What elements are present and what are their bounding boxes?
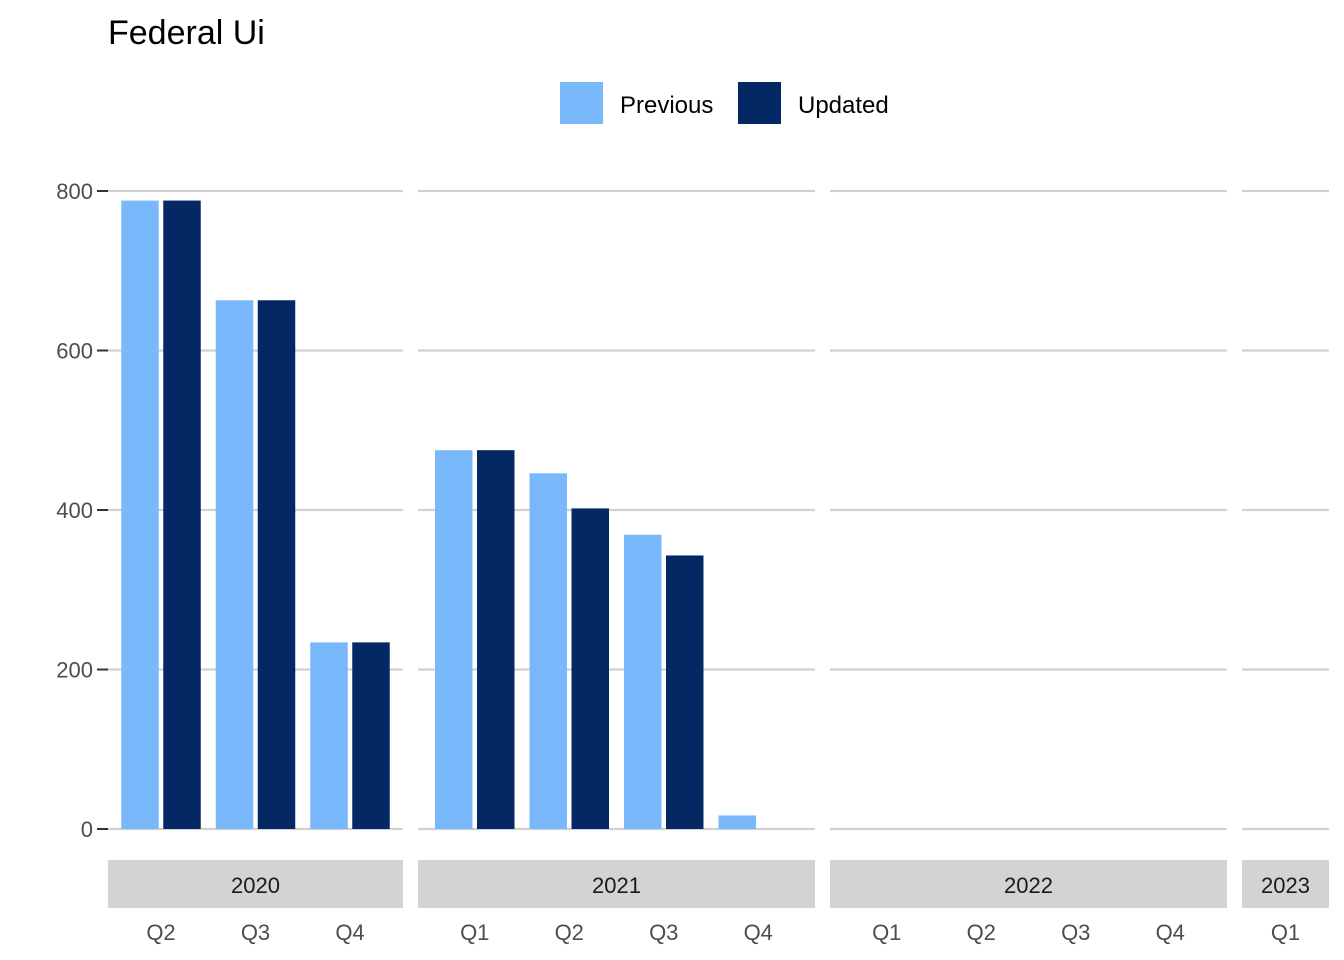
y-tick-label: 0	[81, 817, 93, 842]
y-tick-label: 200	[56, 658, 93, 683]
x-tick-label-2020-Q3: Q3	[241, 920, 270, 945]
facet-strip-2022	[830, 860, 1227, 908]
y-tick-label: 400	[56, 498, 93, 523]
bar-previous-2020-Q4	[310, 642, 348, 829]
bar-updated-2020-Q2	[163, 200, 201, 829]
legend-swatch-updated	[738, 82, 781, 124]
x-tick-label-2020-Q2: Q2	[146, 920, 175, 945]
x-tick-label-2020-Q4: Q4	[335, 920, 364, 945]
legend-swatch-previous	[560, 82, 603, 124]
x-tick-label-2022-Q4: Q4	[1156, 920, 1185, 945]
x-axis: Q2 Q3 Q4 Q1 Q2 Q3 Q4 Q1 Q2 Q3 Q4 Q1	[146, 920, 1300, 945]
bar-previous-2021-Q3	[624, 534, 662, 829]
bar-previous-2020-Q2	[121, 200, 159, 829]
facet-label-2021: 2021	[592, 873, 641, 898]
x-tick-label-2022-Q2: Q2	[967, 920, 996, 945]
bar-updated-2021-Q1	[477, 450, 515, 829]
bar-previous-2020-Q3	[215, 300, 254, 829]
y-axis: 0 200 400 600 800	[56, 179, 108, 842]
chart-title: Federal Ui	[108, 14, 265, 52]
x-tick-label-2021-Q2: Q2	[555, 920, 584, 945]
facet-strip-2021	[418, 860, 815, 908]
facet-strip-2023	[1242, 860, 1329, 908]
legend-label-updated: Updated	[798, 92, 889, 119]
x-tick-label-2023-Q1: Q1	[1271, 920, 1300, 945]
x-tick-label-2021-Q1: Q1	[460, 920, 489, 945]
facet-label-2022: 2022	[1004, 873, 1053, 898]
facet-label-2023: 2023	[1261, 873, 1310, 898]
bar-updated-2020-Q4	[352, 642, 390, 829]
legend: Previous Updated	[560, 82, 889, 124]
facet-strip-2020	[108, 860, 403, 908]
x-tick-label-2021-Q4: Q4	[744, 920, 773, 945]
x-tick-label-2022-Q3: Q3	[1061, 920, 1090, 945]
bar-updated-2021-Q3	[666, 555, 704, 829]
bar-updated-2021-Q2	[571, 508, 609, 829]
bar-updated-2020-Q3	[257, 300, 296, 829]
x-tick-label-2021-Q3: Q3	[649, 920, 678, 945]
bar-previous-2021-Q4	[718, 815, 756, 829]
facet-label-2020: 2020	[231, 873, 280, 898]
bar-previous-2021-Q2	[529, 473, 567, 829]
x-tick-label-2022-Q1: Q1	[872, 920, 901, 945]
bars	[121, 200, 756, 829]
y-tick-label: 600	[56, 339, 93, 364]
bar-previous-2021-Q1	[435, 450, 473, 829]
y-tick-label: 800	[56, 179, 93, 204]
legend-label-previous: Previous	[620, 92, 713, 119]
facet-strips: 2020 2021 2022 2023	[108, 860, 1329, 908]
